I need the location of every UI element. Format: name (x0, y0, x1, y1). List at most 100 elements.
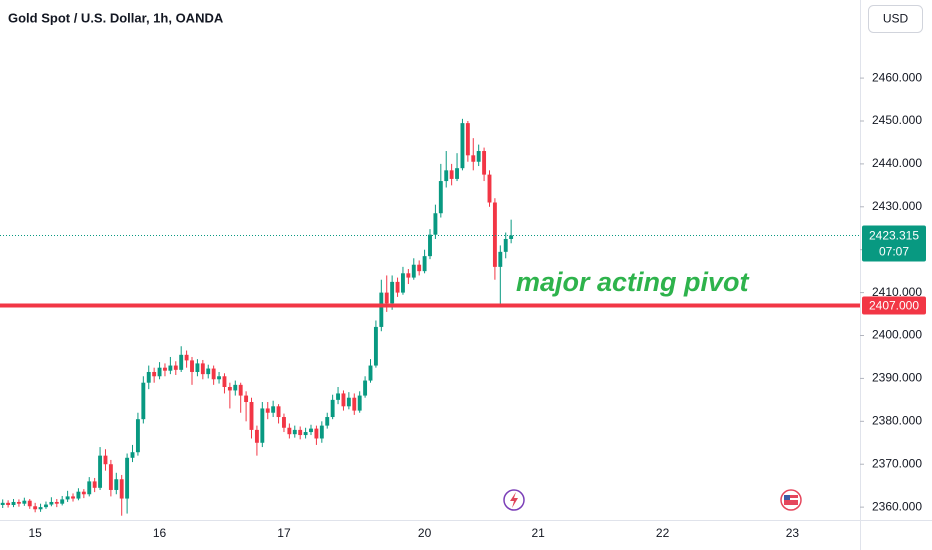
candle-body (173, 365, 178, 370)
candle-body (336, 393, 340, 400)
economic-event-icon[interactable] (780, 489, 802, 511)
candle-body (141, 382, 146, 420)
candle-body (54, 501, 59, 504)
candle-body (319, 425, 324, 439)
y-tick-label: 2370.000 (872, 456, 922, 470)
candle-body (492, 202, 497, 267)
candle-body (179, 354, 184, 370)
candle-body (6, 502, 11, 505)
y-tick-label: 2430.000 (872, 199, 922, 213)
candle-body (206, 368, 211, 375)
y-tick-label: 2460.000 (872, 70, 922, 84)
candle-body (254, 429, 259, 443)
candle-body (44, 504, 48, 508)
candle-body (292, 429, 297, 435)
candle-body (395, 281, 400, 293)
candle-body (249, 402, 254, 430)
candle-body (368, 365, 373, 381)
candle-body (11, 501, 16, 505)
currency-label[interactable]: USD (883, 12, 909, 26)
candle-body (265, 408, 270, 413)
candle-body (0, 502, 5, 505)
candle-body (379, 292, 384, 327)
candle-body (87, 481, 92, 495)
candle-body (130, 452, 135, 458)
candle-body (509, 235, 514, 239)
candle-body (146, 371, 151, 383)
candle-body (363, 380, 368, 396)
y-tick-label: 2390.000 (872, 371, 922, 385)
candle-body (460, 123, 465, 169)
x-tick-label: 21 (531, 526, 545, 540)
currency-button[interactable] (868, 5, 923, 33)
current-price-label: 2423.315 (869, 229, 919, 243)
candle-body (71, 496, 75, 499)
candle-body (184, 354, 189, 361)
candle-body (244, 395, 249, 403)
candle-body (401, 273, 405, 293)
candle-body (282, 417, 286, 428)
y-tick-label: 2450.000 (872, 113, 922, 127)
candle-body (271, 406, 276, 413)
candle-body (503, 238, 508, 252)
candle-body (487, 174, 492, 203)
candle-body (411, 264, 416, 278)
pivot-tag (862, 296, 926, 315)
candle-body (22, 500, 27, 504)
candle-body (455, 168, 459, 179)
candle-body (384, 292, 389, 304)
candle-body (157, 367, 162, 377)
candle-body (325, 417, 330, 426)
candle-body (390, 281, 395, 304)
candle-body (38, 507, 43, 510)
candle-body (98, 455, 103, 488)
candle-body (238, 384, 243, 396)
candle-body (449, 170, 454, 179)
event-icon-bolt (510, 492, 518, 508)
candle-body (119, 479, 124, 499)
y-tick-label: 2360.000 (872, 499, 922, 513)
candle-body (81, 491, 86, 495)
candle-body (135, 419, 140, 453)
candle-body (108, 464, 113, 490)
x-tick-label: 23 (786, 526, 800, 540)
x-tick-label: 17 (277, 526, 291, 540)
candle-body (438, 181, 443, 214)
x-tick-label: 22 (656, 526, 670, 540)
candle-body (200, 363, 205, 375)
candle-body (33, 506, 38, 510)
candle-body (373, 326, 378, 366)
candle-body (163, 367, 167, 371)
candle-body (103, 455, 108, 465)
candle-body (298, 429, 303, 436)
candle-body (465, 123, 470, 156)
candle-body (152, 371, 157, 377)
candle-body (211, 368, 216, 380)
y-tick-label: 2400.000 (872, 328, 922, 342)
x-tick-label: 16 (153, 526, 167, 540)
flag-stripe (784, 498, 798, 500)
candle-body (303, 432, 308, 436)
candle-body (314, 428, 319, 439)
candle-body (217, 376, 222, 380)
candle-body (476, 151, 481, 162)
candle-body (233, 384, 238, 391)
candle-body (482, 151, 487, 175)
candle-body (471, 155, 476, 162)
current-price-tag (862, 225, 926, 262)
candle-body (168, 365, 173, 371)
candle-body (346, 397, 351, 407)
event-icon[interactable] (503, 489, 525, 511)
candle-body (114, 479, 119, 490)
x-tick-label: 20 (418, 526, 432, 540)
candle-body (260, 408, 265, 443)
candle-body (287, 427, 292, 435)
candle-body (276, 406, 281, 418)
candle-body (125, 457, 130, 499)
candle-body (428, 234, 432, 257)
candle-body (92, 481, 97, 488)
candle-body (498, 251, 503, 267)
